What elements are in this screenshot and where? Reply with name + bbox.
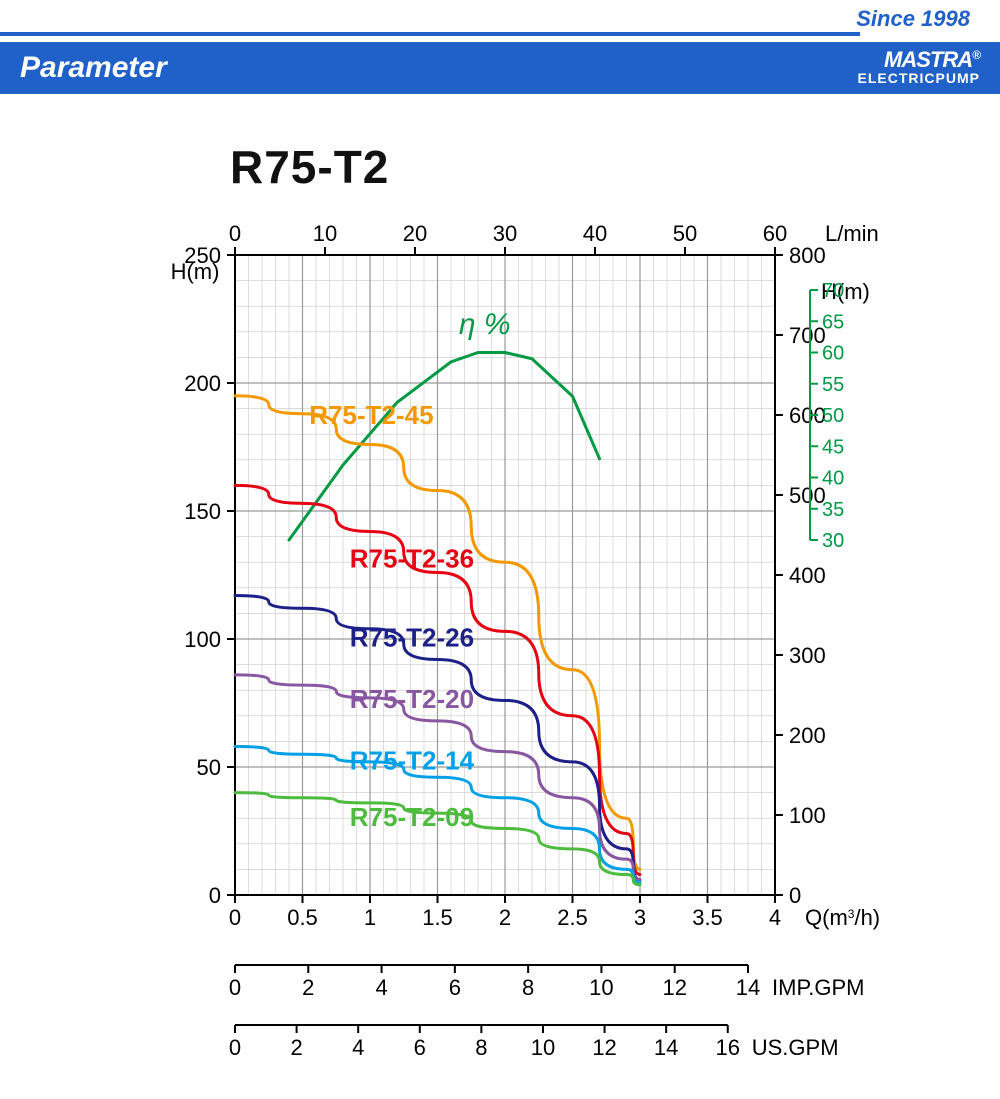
svg-text:0: 0	[229, 221, 241, 246]
svg-text:4: 4	[352, 1035, 364, 1060]
svg-text:L/min: L/min	[825, 221, 879, 246]
svg-text:12: 12	[662, 975, 686, 1000]
svg-text:30: 30	[493, 221, 517, 246]
svg-text:4: 4	[769, 905, 781, 930]
svg-text:12: 12	[592, 1035, 616, 1060]
svg-text:6: 6	[414, 1035, 426, 1060]
svg-text:14: 14	[736, 975, 760, 1000]
header-rule	[0, 32, 860, 36]
svg-text:2.5: 2.5	[557, 905, 588, 930]
svg-text:30: 30	[822, 530, 844, 552]
svg-text:65: 65	[822, 311, 844, 333]
svg-text:η %: η %	[459, 308, 511, 341]
svg-text:50: 50	[822, 405, 844, 427]
svg-text:200: 200	[184, 371, 221, 396]
svg-text:10: 10	[531, 1035, 555, 1060]
svg-text:1.5: 1.5	[422, 905, 453, 930]
svg-text:20: 20	[403, 221, 427, 246]
svg-text:R75-T2-36: R75-T2-36	[350, 543, 474, 573]
header-bar: Parameter MASTRA® ELECTRICPUMP	[0, 42, 1000, 94]
svg-text:60: 60	[822, 343, 844, 365]
svg-text:2: 2	[302, 975, 314, 1000]
svg-text:US.GPM: US.GPM	[752, 1035, 839, 1060]
chart-svg: 050100150200250H(m)010020030040050060070…	[0, 110, 1000, 1090]
svg-text:50: 50	[197, 755, 221, 780]
svg-text:40: 40	[583, 221, 607, 246]
svg-text:0: 0	[229, 1035, 241, 1060]
svg-text:6: 6	[449, 975, 461, 1000]
svg-text:R75-T2-09: R75-T2-09	[350, 802, 474, 832]
page-title: Parameter	[20, 51, 167, 85]
brand-subtitle: ELECTRICPUMP	[858, 70, 980, 86]
svg-text:35: 35	[822, 499, 844, 521]
svg-text:0: 0	[789, 883, 801, 908]
brand-block: MASTRA® ELECTRICPUMP	[858, 49, 980, 87]
svg-text:60: 60	[763, 221, 787, 246]
svg-text:3: 3	[634, 905, 646, 930]
svg-text:8: 8	[475, 1035, 487, 1060]
svg-text:10: 10	[589, 975, 613, 1000]
svg-text:300: 300	[789, 643, 826, 668]
brand-logo: MASTRA®	[884, 47, 980, 72]
svg-text:R75-T2-45: R75-T2-45	[309, 400, 433, 430]
svg-text:150: 150	[184, 499, 221, 524]
since-label: Since 1998	[856, 6, 970, 32]
svg-text:800: 800	[789, 243, 826, 268]
svg-text:R75-T2-14: R75-T2-14	[350, 746, 475, 776]
pump-chart: R75-T2 050100150200250H(m)01002003004005…	[0, 110, 1000, 1090]
svg-text:70: 70	[822, 280, 844, 302]
svg-text:40: 40	[822, 468, 844, 490]
svg-text:Q(m3/h): Q(m3/h)	[805, 905, 880, 930]
svg-text:0.5: 0.5	[287, 905, 318, 930]
svg-text:500: 500	[789, 483, 826, 508]
svg-text:100: 100	[184, 627, 221, 652]
svg-text:2: 2	[290, 1035, 302, 1060]
svg-text:200: 200	[789, 723, 826, 748]
svg-text:0: 0	[229, 975, 241, 1000]
svg-text:50: 50	[673, 221, 697, 246]
svg-text:16: 16	[716, 1035, 740, 1060]
svg-text:8: 8	[522, 975, 534, 1000]
svg-text:700: 700	[789, 323, 826, 348]
header: Since 1998 Parameter MASTRA® ELECTRICPUM…	[0, 0, 1000, 110]
svg-text:600: 600	[789, 403, 826, 428]
svg-text:10: 10	[313, 221, 337, 246]
svg-text:45: 45	[822, 436, 844, 458]
svg-text:R75-T2-26: R75-T2-26	[350, 623, 474, 653]
svg-text:3.5: 3.5	[692, 905, 723, 930]
svg-text:100: 100	[789, 803, 826, 828]
svg-text:55: 55	[822, 374, 844, 396]
svg-text:14: 14	[654, 1035, 678, 1060]
svg-text:1: 1	[364, 905, 376, 930]
svg-text:4: 4	[375, 975, 387, 1000]
chart-title: R75-T2	[230, 140, 389, 194]
svg-text:400: 400	[789, 563, 826, 588]
svg-text:R75-T2-20: R75-T2-20	[350, 684, 474, 714]
svg-text:H(m): H(m)	[171, 259, 220, 284]
svg-text:IMP.GPM: IMP.GPM	[772, 975, 865, 1000]
svg-text:2: 2	[499, 905, 511, 930]
svg-text:0: 0	[209, 883, 221, 908]
svg-text:0: 0	[229, 905, 241, 930]
